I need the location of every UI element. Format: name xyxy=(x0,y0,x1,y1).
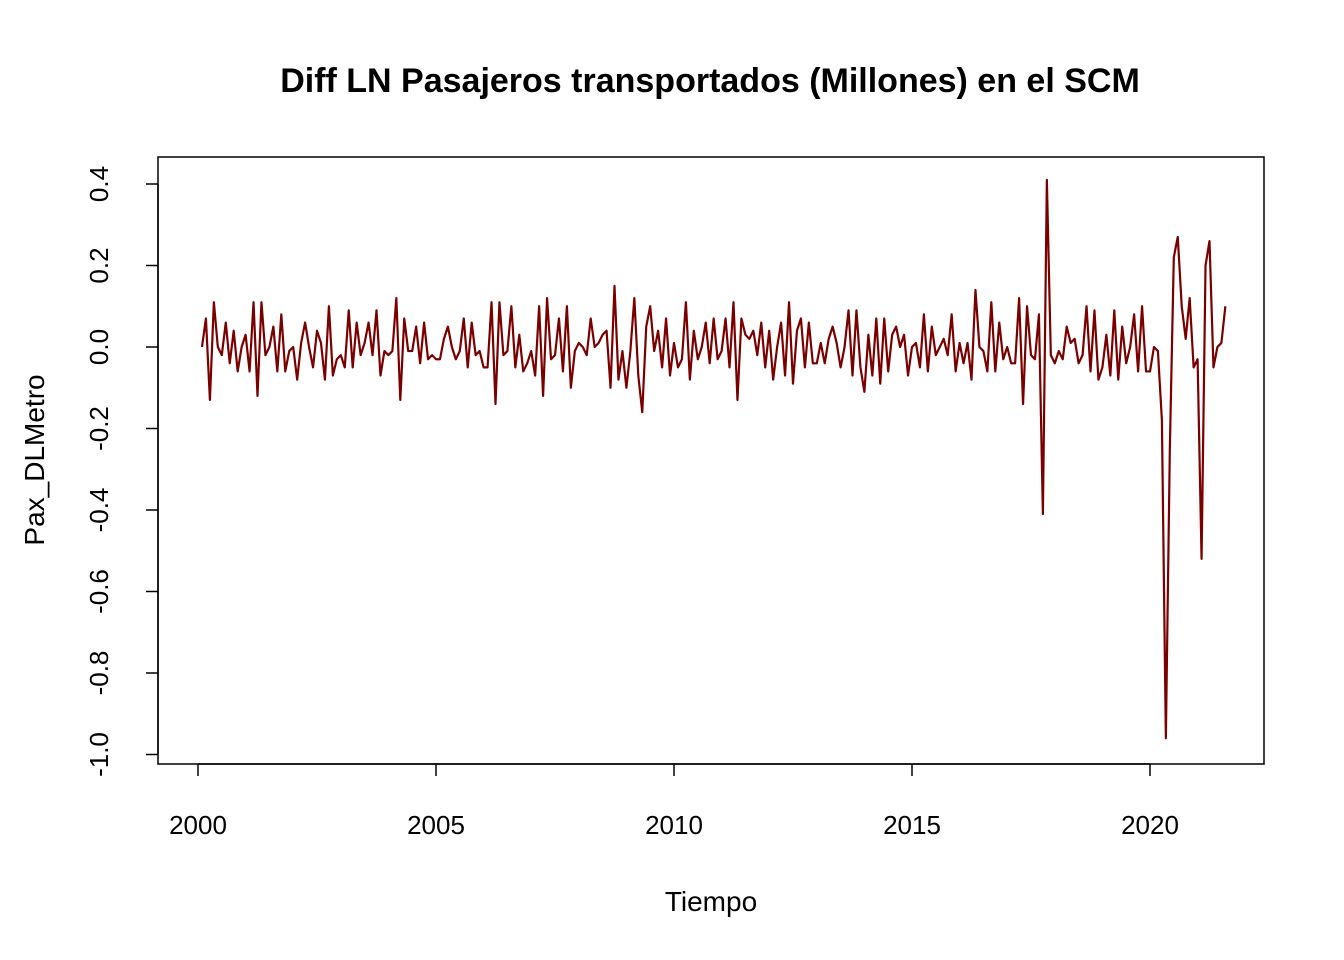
x-axis: 2000 2005 2010 2015 2020 xyxy=(169,763,1179,840)
plot-frame xyxy=(157,156,1265,765)
y-tick-label: -0.6 xyxy=(84,569,114,614)
y-axis-label: Pax_DLMetro xyxy=(19,374,50,545)
x-axis-label: Tiempo xyxy=(665,886,757,917)
y-axis: 0.4 0.2 0.0 -0.2 -0.4 -0.6 -0.8 -1.0 xyxy=(84,166,159,777)
x-tick-label: 2000 xyxy=(169,810,227,840)
x-tick-label: 2015 xyxy=(883,810,941,840)
y-tick-label: -0.4 xyxy=(84,488,114,533)
y-tick-label: -0.2 xyxy=(84,406,114,451)
y-tick-label: 0.2 xyxy=(84,247,114,283)
y-tick-label: -1.0 xyxy=(84,732,114,777)
x-tick-label: 2010 xyxy=(645,810,703,840)
series-layer xyxy=(200,178,1227,740)
x-tick-label: 2005 xyxy=(407,810,465,840)
y-tick-label: 0.0 xyxy=(84,329,114,365)
x-tick-label: 2020 xyxy=(1121,810,1179,840)
chart-title: Diff LN Pasajeros transportados (Millone… xyxy=(280,62,1140,100)
y-tick-label: 0.4 xyxy=(84,166,114,202)
series-line xyxy=(200,178,1227,740)
y-tick-label: -0.8 xyxy=(84,651,114,696)
